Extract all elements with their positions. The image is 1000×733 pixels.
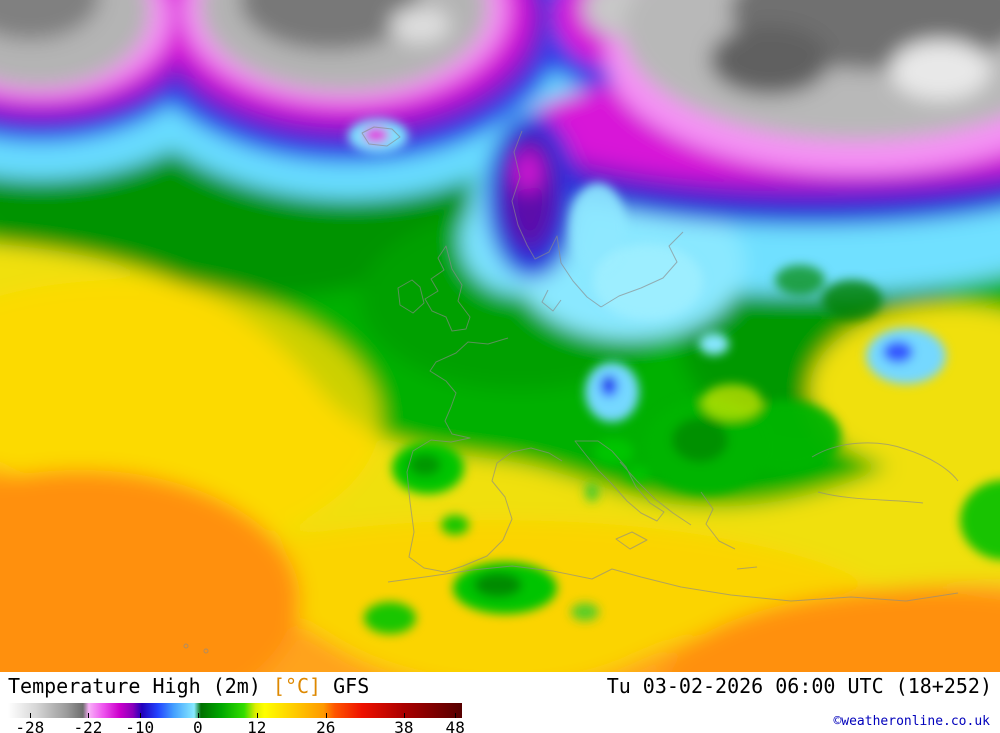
legend-tick-label: 48: [445, 718, 465, 733]
legend-tickmark: [325, 713, 327, 718]
copyright-link[interactable]: ©weatheronline.co.uk: [833, 714, 990, 729]
temperature-map: [0, 0, 1000, 672]
valid-datetime: Tu 03-02-2026 06:00 UTC (18+252): [606, 674, 992, 698]
temperature-field-image: [0, 0, 1000, 672]
legend-tick-label: -22: [73, 718, 103, 733]
coastlines-layer: [183, 126, 959, 654]
legend-tickmark: [139, 713, 141, 718]
legend-ticks: -28 -22 -10 0 12 26 38 48: [8, 718, 465, 733]
map-footer: Temperature High (2m) [°C] GFS Tu 03-02-…: [0, 672, 1000, 733]
map-detail-patches: [348, 119, 1000, 634]
legend-tick-label: 26: [316, 718, 336, 733]
legend-tickmark: [256, 713, 258, 718]
map-title: Temperature High (2m) [°C] GFS: [8, 674, 369, 698]
legend-tick-label: 12: [247, 718, 267, 733]
legend-tick-label: 0: [192, 718, 203, 733]
legend-tickmark: [29, 713, 31, 718]
map-title-unit: [°C]: [272, 674, 322, 698]
legend-tick-label: 38: [394, 718, 414, 733]
legend-tickmark: [87, 713, 89, 718]
legend-tickmark: [403, 713, 405, 718]
map-title-model: GFS: [321, 674, 370, 698]
legend-tick-label: -10: [125, 718, 155, 733]
legend-bar: [8, 703, 462, 718]
legend-tickmark: [197, 713, 199, 718]
legend-tick-label: -28: [15, 718, 45, 733]
legend-tickmark: [455, 713, 457, 718]
map-title-text: Temperature High (2m): [8, 674, 273, 698]
